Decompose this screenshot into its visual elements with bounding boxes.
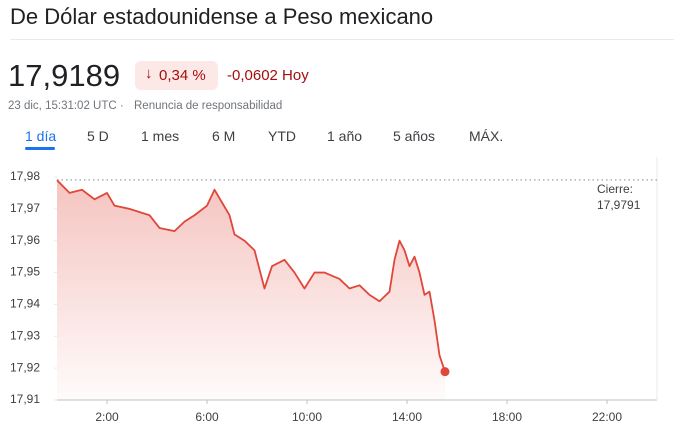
x-tick-label: 14:00 — [392, 410, 422, 424]
y-tick-label: 17,92 — [10, 360, 40, 374]
y-tick-label: 17,97 — [10, 201, 40, 215]
previous-close-value: 17,9791 — [597, 198, 641, 212]
change-badge — [135, 61, 218, 90]
x-tick-label: 6:00 — [195, 410, 219, 424]
y-tick-label: 17,94 — [10, 297, 40, 311]
range-tab[interactable]: 1 año — [327, 128, 363, 144]
range-tab[interactable]: 5 D — [87, 128, 109, 144]
down-arrow-icon: ↓ — [145, 65, 153, 82]
range-tab[interactable]: MÁX. — [469, 128, 504, 144]
range-tab[interactable]: 1 mes — [141, 128, 180, 144]
last-point — [440, 367, 450, 377]
range-tab[interactable]: 6 M — [212, 128, 236, 144]
y-tick-label: 17,98 — [10, 169, 40, 183]
x-tick-label: 18:00 — [492, 410, 522, 424]
active-tab-indicator — [25, 147, 55, 150]
price: 17,9189 — [8, 58, 121, 93]
x-tick-label: 22:00 — [592, 410, 622, 424]
disclaimer-link[interactable]: Renuncia de responsabilidad — [134, 100, 283, 112]
price-line — [56, 179, 446, 372]
x-tick-label: 10:00 — [292, 410, 322, 424]
previous-close-label: Cierre: — [597, 182, 633, 196]
divider — [10, 39, 674, 40]
timestamp: 23 dic, 15:31:02 UTC · — [8, 100, 124, 112]
y-tick-label: 17,91 — [10, 392, 40, 406]
x-tick-label: 2:00 — [95, 410, 119, 424]
range-tab[interactable]: YTD — [268, 128, 296, 144]
range-tab[interactable]: 1 día — [25, 128, 57, 144]
range-tab[interactable]: 5 años — [393, 128, 436, 144]
y-tick-label: 17,93 — [10, 328, 40, 342]
change-percent: 0,34 % — [159, 67, 206, 84]
y-tick-label: 17,96 — [10, 233, 40, 247]
y-tick-label: 17,95 — [10, 265, 40, 279]
area — [57, 180, 445, 400]
change-value: -0,0602 Hoy — [227, 67, 309, 84]
title: De Dólar estadounidense a Peso mexicano — [10, 4, 434, 29]
